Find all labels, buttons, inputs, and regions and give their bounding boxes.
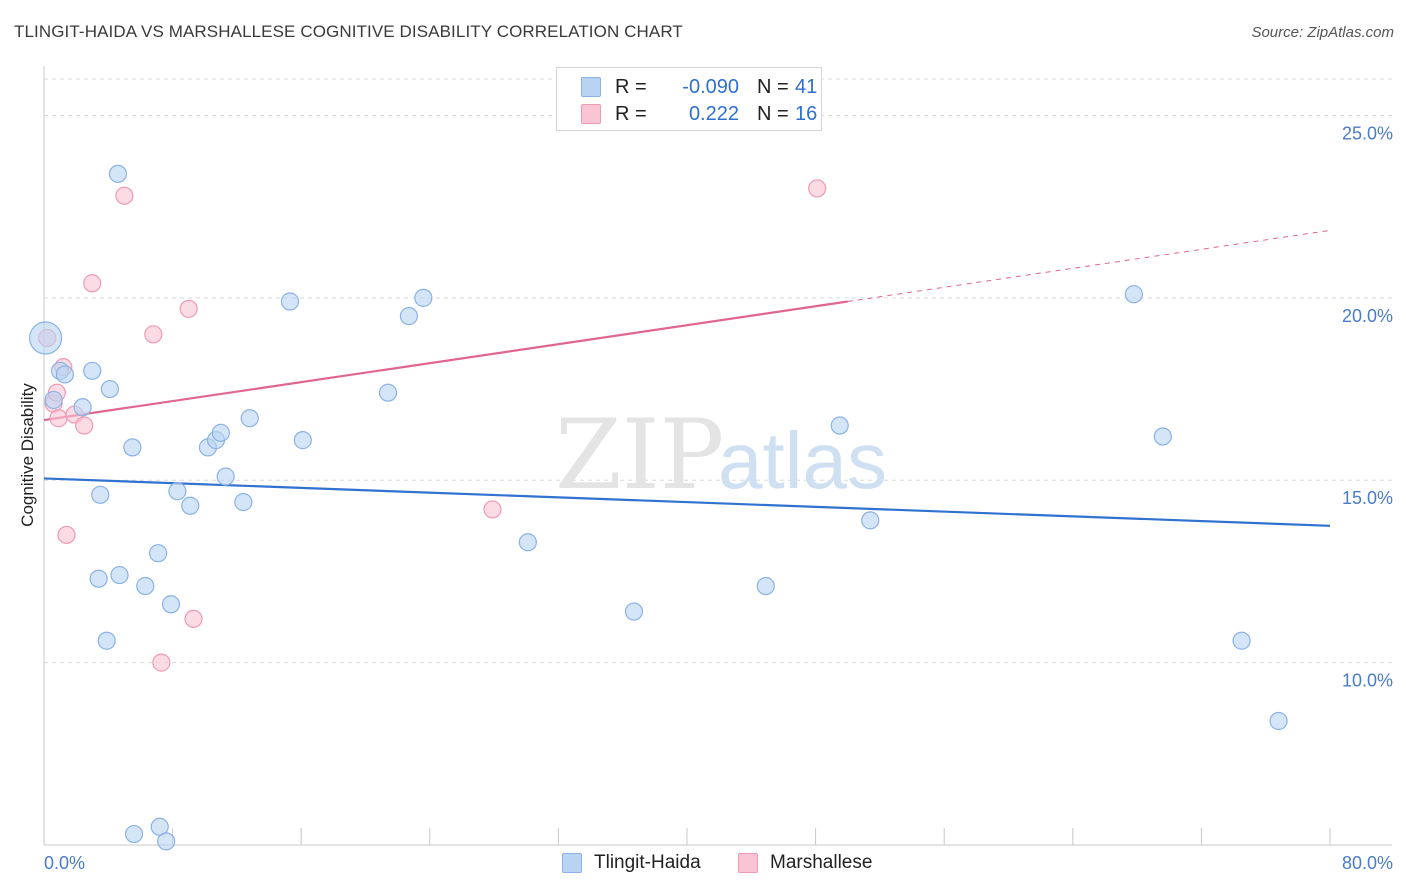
point-tlingit-haida: [234, 493, 253, 512]
point-marshallese: [57, 525, 76, 545]
series-legend: Tlingit-Haida Marshallese: [0, 852, 1406, 878]
point-marshallese: [83, 274, 102, 293]
point-tlingit-haida: [29, 321, 63, 355]
point-tlingit-haida: [161, 595, 181, 614]
legend-row-marshallese: R = 0.222 N = 16: [581, 102, 817, 126]
y-tick-label: 20.0%: [1342, 306, 1393, 326]
point-tlingit-haida: [89, 569, 108, 588]
x-tick-label-max: 80.0%: [1342, 853, 1393, 873]
point-tlingit-haida: [110, 565, 129, 585]
point-tlingit-haida: [861, 511, 880, 530]
point-marshallese: [184, 609, 203, 628]
legend-r-label: R =: [615, 75, 647, 98]
series-name-tlingit-haida: Tlingit-Haida: [594, 852, 701, 873]
point-marshallese: [808, 179, 827, 198]
point-tlingit-haida: [181, 496, 200, 515]
point-tlingit-haida: [280, 292, 300, 311]
watermark-zip: ZIP: [555, 399, 724, 511]
legend-r-value: 0.222: [688, 102, 739, 125]
legend-swatch-blue: [581, 77, 601, 97]
point-tlingit-haida: [97, 631, 116, 650]
point-tlingit-haida: [378, 383, 398, 402]
legend-n-value: 41: [795, 75, 818, 98]
y-tick-label: 25.0%: [1342, 123, 1393, 143]
point-tlingit-haida: [518, 533, 537, 552]
series-swatch-pink: [738, 853, 758, 873]
point-marshallese: [144, 325, 163, 344]
trend-line-tlingit-haida: [43, 477, 1331, 527]
series-legend-marshallese: Marshallese: [738, 852, 872, 874]
point-tlingit-haida: [124, 824, 144, 844]
point-tlingit-haida: [100, 379, 120, 399]
point-tlingit-haida: [1153, 427, 1172, 446]
gridlines: [44, 78, 1392, 664]
tick-labels: 10.0% 15.0% 20.0% 25.0% 0.0% 80.0%: [44, 123, 1393, 873]
point-tlingit-haida: [1124, 285, 1143, 304]
point-marshallese: [115, 186, 134, 205]
point-tlingit-haida: [830, 416, 849, 435]
point-tlingit-haida: [91, 485, 110, 504]
legend-r-label: R =: [615, 102, 647, 125]
legend-n-label: N =: [757, 102, 789, 125]
point-tlingit-haida: [157, 832, 176, 851]
point-tlingit-haida: [83, 361, 102, 380]
legend-n-label: N =: [757, 75, 789, 98]
point-tlingit-haida: [399, 306, 419, 326]
trend-line-marshallese: [43, 300, 848, 422]
source-label: Source: ZipAtlas.com: [1251, 24, 1394, 41]
point-tlingit-haida: [73, 398, 92, 417]
point-tlingit-haida: [168, 482, 187, 501]
point-marshallese: [75, 416, 94, 435]
legend-r-value: -0.090: [682, 75, 739, 98]
point-marshallese: [483, 500, 502, 519]
point-tlingit-haida: [293, 431, 312, 450]
point-tlingit-haida: [756, 576, 775, 596]
point-tlingit-haida: [624, 602, 644, 621]
chart-title: TLINGIT-HAIDA VS MARSHALLESE COGNITIVE D…: [14, 22, 683, 41]
point-tlingit-haida: [55, 365, 74, 384]
point-tlingit-haida: [108, 164, 128, 183]
point-tlingit-haida: [211, 423, 230, 442]
legend-row-tlingit-haida: R = -0.090 N = 41: [581, 75, 817, 99]
point-tlingit-haida: [216, 467, 235, 486]
point-tlingit-haida: [136, 576, 155, 596]
correlation-legend: R = -0.090 N = 41 R = 0.222 N = 16: [556, 67, 822, 131]
point-tlingit-haida: [414, 288, 433, 307]
series-swatch-blue: [562, 853, 582, 873]
point-marshallese: [49, 409, 68, 428]
y-tick-label: 15.0%: [1342, 488, 1393, 508]
point-tlingit-haida: [44, 390, 63, 410]
axes: [43, 66, 1392, 846]
point-tlingit-haida: [1269, 711, 1288, 731]
x-tick-label-min: 0.0%: [44, 853, 85, 873]
series-name-marshallese: Marshallese: [770, 852, 873, 873]
watermark-atlas: atlas: [718, 416, 887, 505]
y-tick-label: 10.0%: [1342, 671, 1393, 691]
trend-lines: [43, 229, 1331, 527]
legend-swatch-pink: [581, 104, 601, 124]
point-tlingit-haida: [123, 438, 142, 457]
point-marshallese: [152, 653, 171, 672]
legend-n-value: 16: [795, 102, 818, 125]
trend-line-marshallese-extension: [847, 229, 1331, 302]
data-points: [29, 164, 1288, 851]
point-tlingit-haida: [1232, 631, 1251, 650]
point-tlingit-haida: [240, 409, 259, 428]
series-legend-tlingit-haida: Tlingit-Haida: [562, 852, 701, 874]
point-marshallese: [179, 299, 198, 318]
point-tlingit-haida: [149, 544, 168, 563]
